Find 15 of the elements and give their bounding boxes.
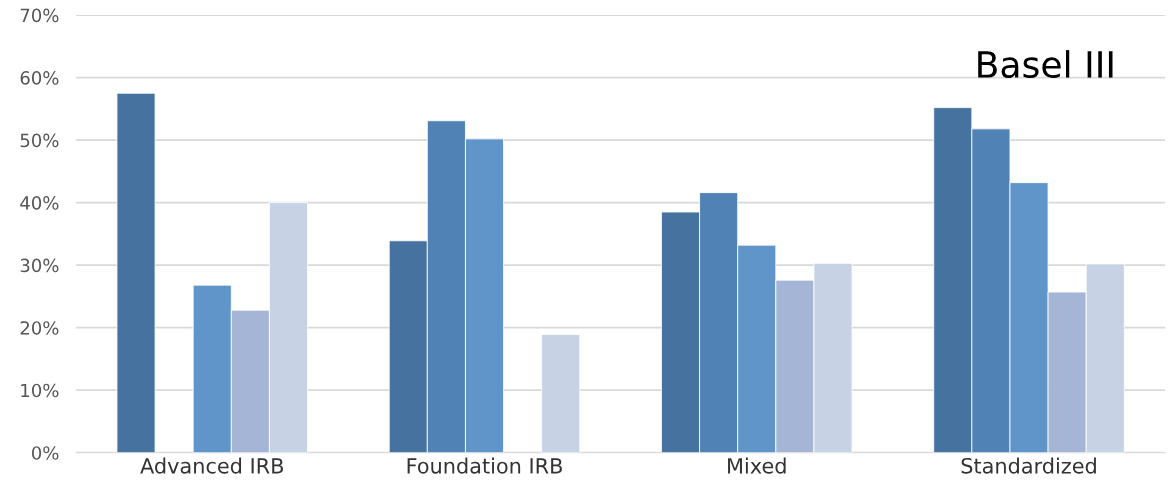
bar	[116, 92, 156, 453]
annotation: Basel III	[978, 50, 1113, 79]
y-tick-label: 20%	[20, 321, 59, 335]
y-tick-label: 30%	[20, 258, 59, 273]
y-tick-label: 0%	[32, 446, 59, 460]
y-tick-label: 10%	[21, 383, 59, 398]
bar	[541, 334, 581, 453]
y-tick-label: 60%	[20, 71, 59, 85]
y-tick-label: 50%	[20, 133, 59, 148]
x-tick-label: Foundation IRB	[407, 457, 562, 474]
x-tick-label: Mixed	[728, 457, 786, 474]
y-tick-label: 70%	[20, 8, 59, 23]
x-tick-label: Advanced IRB	[140, 457, 283, 474]
y-tick-label: 40%	[20, 196, 59, 210]
x-tick-label: Standardized	[961, 457, 1096, 474]
